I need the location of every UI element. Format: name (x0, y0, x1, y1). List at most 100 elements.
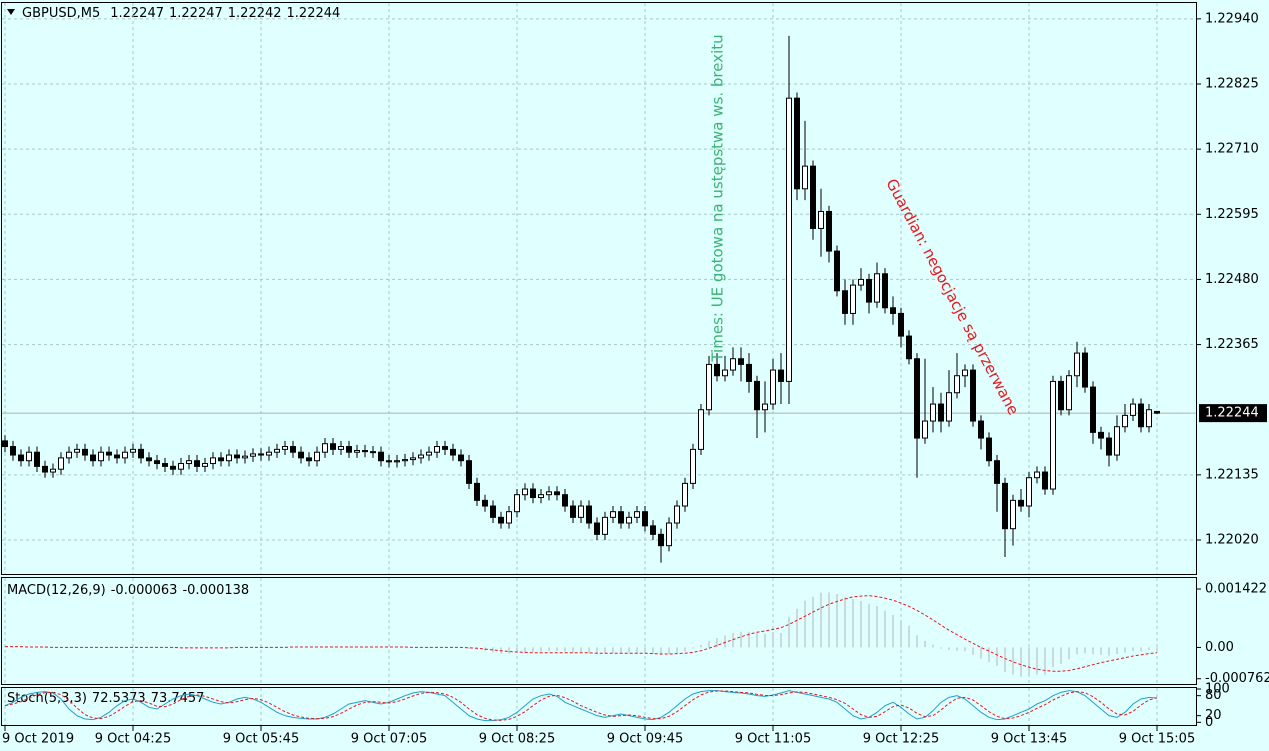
annotation: Times: UE gotowa na ustępstwa ws. brexit… (709, 34, 727, 362)
candle-body (242, 455, 248, 459)
candle-body (682, 482, 688, 507)
plot-area (4, 690, 1158, 722)
candle-body (610, 511, 616, 518)
candle-body (850, 284, 856, 314)
candle-body (194, 460, 200, 467)
candle-body (618, 511, 624, 524)
candle-body (1010, 499, 1016, 530)
candle-body (42, 465, 48, 473)
candle-body (730, 358, 736, 371)
candle-body (1130, 403, 1136, 416)
candle-body (898, 312, 904, 337)
candle-body (450, 448, 456, 456)
candle-body (274, 448, 280, 453)
candle-body (258, 453, 264, 456)
y-tick-label: 1.22135 (1205, 467, 1259, 482)
candle-body (762, 403, 768, 411)
candle-body (778, 369, 784, 382)
x-tick-label: 9 Oct 07:05 (351, 732, 427, 747)
candle-body (818, 210, 824, 229)
candle-body (426, 451, 432, 456)
stoch-main-line (4, 690, 1158, 722)
candle-body (858, 278, 864, 286)
candle-body (1002, 482, 1008, 530)
y-tick-label: 0 (1205, 715, 1213, 730)
candle-body (1154, 410, 1160, 414)
y-tick-label: 1.22365 (1205, 337, 1259, 352)
candle-body (522, 488, 528, 496)
candle-body (882, 273, 888, 309)
candle-body (514, 494, 520, 513)
candle-body (914, 358, 920, 439)
candle-body (322, 443, 328, 453)
menu-triangle (7, 9, 15, 15)
candle-body (130, 448, 136, 453)
candle-body (1066, 375, 1072, 411)
candle-body (330, 443, 336, 450)
candle-body (434, 446, 440, 453)
candle-body (890, 307, 896, 314)
candle-body (106, 451, 112, 456)
candle-body (498, 516, 504, 524)
candle-body (962, 369, 968, 377)
high: 1.22247 (169, 6, 223, 21)
candle-body (706, 363, 712, 411)
candle-body (1146, 409, 1152, 428)
candle-body (738, 358, 744, 365)
symbol: GBPUSD,M5 (22, 6, 100, 21)
candle-body (922, 420, 928, 439)
x-tick-label: 9 Oct 09:45 (607, 732, 683, 747)
candle-body (1074, 352, 1080, 377)
candle-body (402, 459, 408, 462)
candle-body (946, 392, 952, 422)
macd-signal-line (5, 595, 1158, 672)
y-tick-label: 1.22480 (1205, 272, 1259, 287)
stoch-signal-value: 73.7457 (151, 691, 205, 706)
candle-body (74, 448, 80, 453)
y-tick-label: 80 (1205, 688, 1222, 703)
candle-body (474, 482, 480, 501)
candle-body (666, 522, 672, 547)
candle-body (50, 468, 56, 473)
y-tick-label: 20 (1205, 708, 1222, 723)
candle-body (66, 451, 72, 459)
candle-body (938, 403, 944, 422)
candle-body (1058, 380, 1064, 411)
candle-body (810, 165, 816, 229)
candle-body (674, 505, 680, 524)
candle-body (802, 165, 808, 190)
candle-body (978, 420, 984, 439)
main-panel (1, 2, 1197, 575)
macd-header: MACD(12,26,9) -0.000063 -0.000138 (7, 583, 249, 598)
candle-body (490, 505, 496, 518)
x-tick-label: 9 Oct 12:25 (863, 732, 939, 747)
candle-body (786, 97, 792, 382)
candle-body (282, 446, 288, 450)
candle-body (554, 491, 560, 496)
candle-body (34, 451, 40, 467)
candle-body (418, 454, 424, 459)
candle-body (466, 460, 472, 484)
candle-body (642, 511, 648, 527)
candle-body (658, 533, 664, 547)
candle-body (138, 448, 144, 459)
candle-body (1026, 477, 1032, 507)
candle-body (594, 522, 600, 535)
candle-body (346, 446, 352, 453)
x-tick-label: 9 Oct 15:05 (1119, 732, 1195, 747)
candle-body (970, 369, 976, 422)
candle-body (626, 516, 632, 524)
y-tick-label: 0.001422 (1205, 582, 1267, 597)
candle-body (250, 453, 256, 457)
candle-body (698, 409, 704, 450)
candle-body (842, 290, 848, 314)
candle-body (722, 369, 728, 377)
candle-body (226, 454, 232, 462)
candle-body (354, 450, 360, 453)
low: 1.22242 (228, 6, 282, 21)
stoch-panel (1, 687, 1197, 726)
candle-body (202, 463, 208, 467)
candle-body (634, 511, 640, 518)
